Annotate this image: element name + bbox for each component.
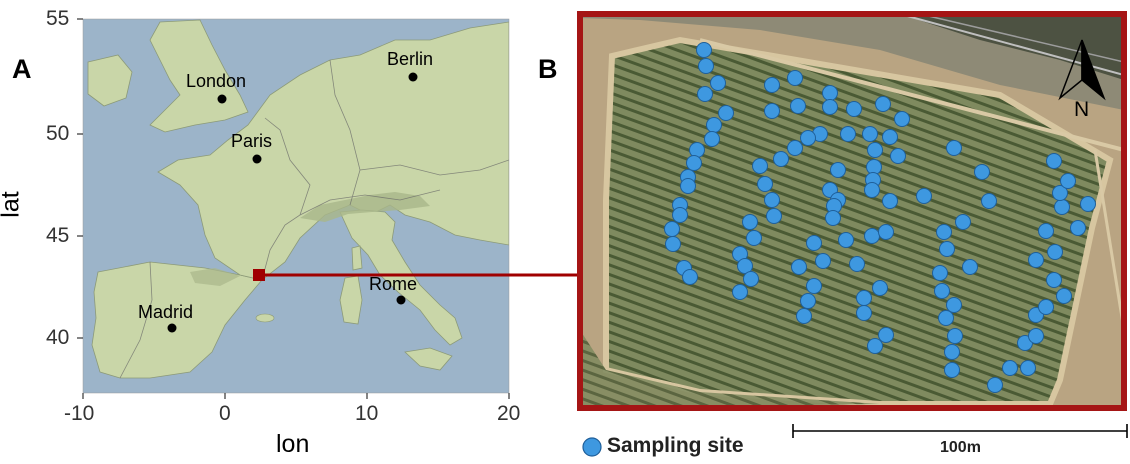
sicily-land — [404, 347, 453, 371]
north-arrow-icon — [1058, 39, 1106, 101]
europe-map — [83, 19, 509, 393]
sampling-sites — [664, 42, 1096, 393]
city-label-madrid: Madrid — [138, 302, 194, 322]
x-tick-label: 20 — [497, 402, 521, 425]
x-tick-label: 10 — [355, 402, 379, 425]
city-label-paris: Paris — [231, 131, 273, 151]
x-axis-title: lon — [276, 430, 310, 458]
map-axis-ticks — [77, 18, 510, 399]
y-tick-label: 55 — [46, 7, 70, 30]
city-label-berlin: Berlin — [387, 49, 434, 69]
italy-land — [339, 209, 463, 346]
y-tick-label: 45 — [46, 224, 70, 247]
city-dot-madrid — [167, 323, 177, 333]
scale-bar-label: 100m — [940, 439, 981, 456]
corsica-land — [351, 245, 363, 271]
x-tick-label: -10 — [64, 402, 95, 425]
y-axis-title: lat — [0, 191, 25, 218]
x-tick-label: 0 — [219, 402, 231, 425]
city-markers — [167, 72, 418, 333]
city-label-london: London — [186, 71, 247, 91]
panel-label-b: B — [538, 54, 558, 84]
aerial-photo — [580, 14, 1124, 408]
city-dot-london — [217, 94, 227, 104]
britain-land — [149, 19, 249, 133]
scale-bar — [792, 424, 1128, 438]
vineyard-parcel — [603, 36, 1114, 407]
north-label: N — [1074, 98, 1090, 121]
panel-label-a: A — [12, 54, 32, 84]
city-dot-paris — [252, 154, 262, 164]
ireland-land — [87, 54, 133, 107]
city-label-rome: Rome — [369, 274, 418, 294]
aerial-frame — [577, 11, 1127, 411]
legend-label: Sampling site — [607, 434, 744, 457]
country-borders — [119, 59, 509, 379]
city-dot-berlin — [408, 72, 418, 82]
y-tick-label: 40 — [46, 326, 70, 349]
city-dot-rome — [396, 295, 406, 305]
y-tick-label: 50 — [46, 122, 70, 145]
legend-marker-icon — [582, 437, 602, 457]
study-site-marker — [253, 269, 265, 281]
